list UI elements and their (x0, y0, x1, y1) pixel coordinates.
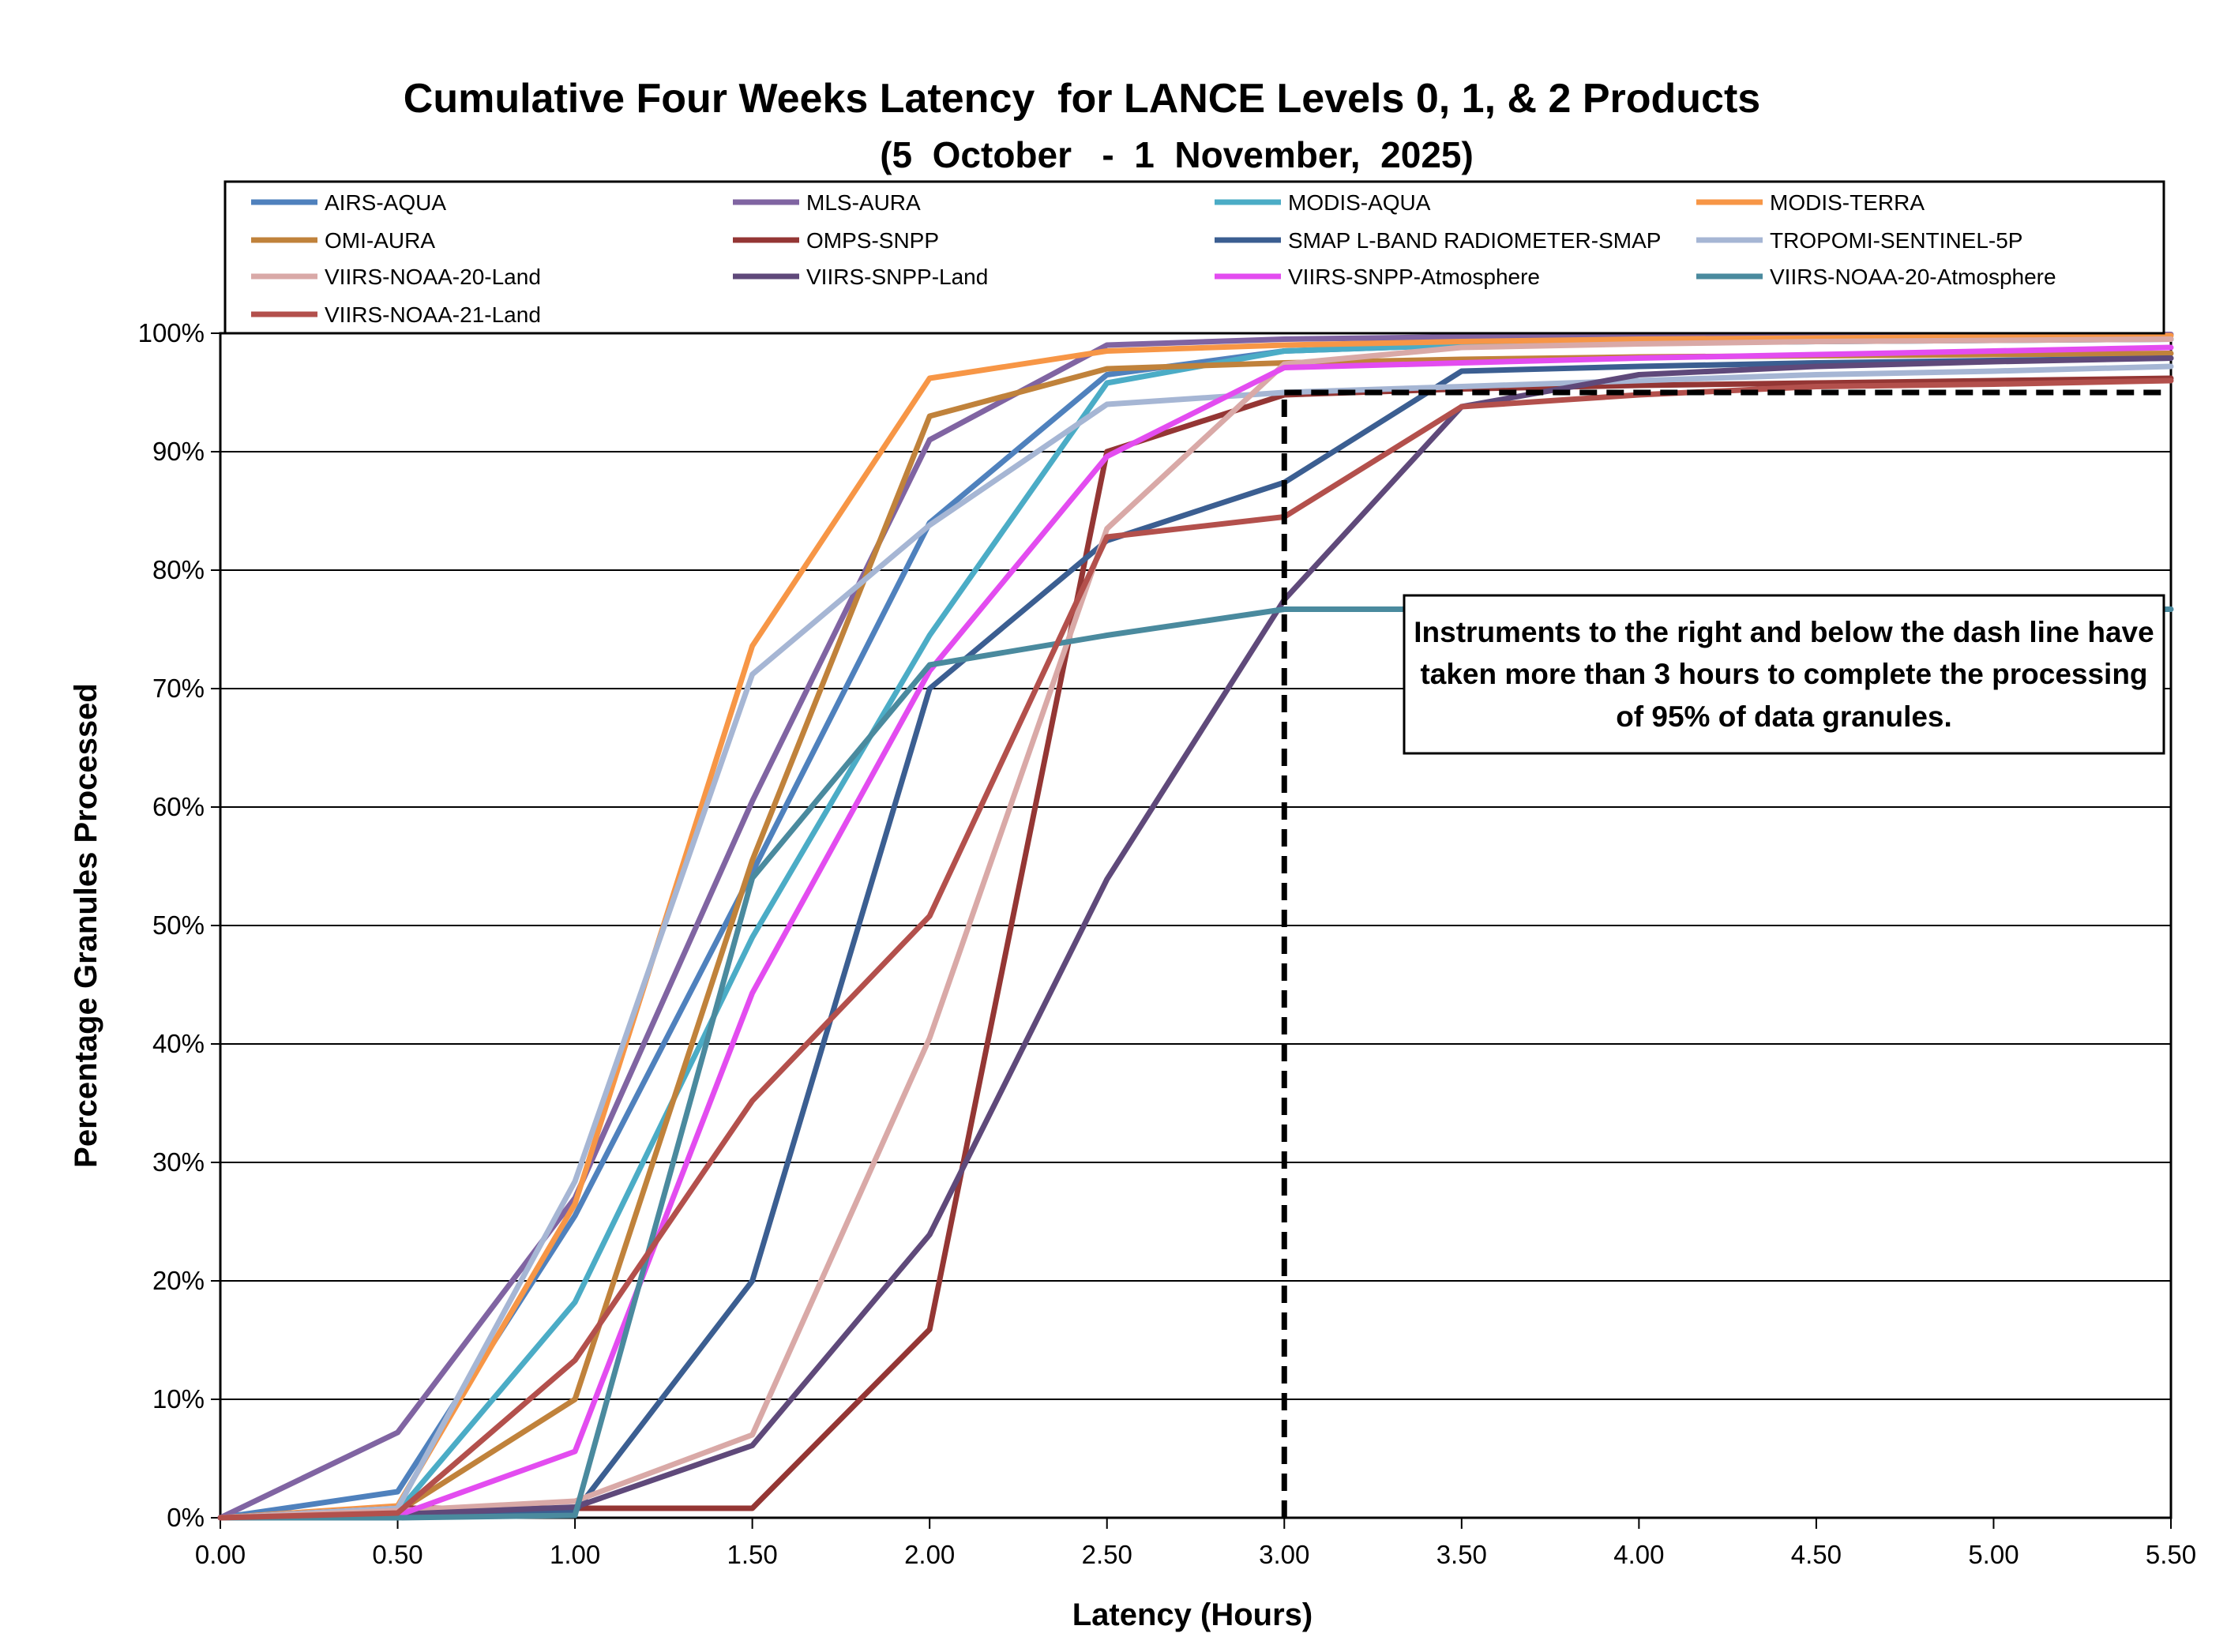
y-tick-label: 10% (152, 1384, 205, 1414)
legend-label-modis-terra: MODIS-TERRA (1770, 190, 1925, 215)
series-line-viirs-noaa-20-land (217, 336, 2174, 1521)
series-line-modis-aqua (217, 336, 2174, 1521)
axis-ticks: 0% 10% 20% 30% 40% 50% 60% 70% 80% 90% 100% 0.00 0.5… (138, 318, 2197, 1569)
legend-label-viirs-noaa-20-land: VIIRS-NOAA-20-Land (325, 265, 541, 289)
series-line-viirs-snpp-atmosphere (217, 344, 2174, 1521)
legend-label-tropomi-sentinel-5p: TROPOMI-SENTINEL-5P (1770, 228, 2022, 253)
legend-label-viirs-noaa-20-atmosphere: VIIRS-NOAA-20-Atmosphere (1770, 265, 2056, 289)
legend-label-airs-aqua: AIRS-AQUA (325, 190, 446, 215)
y-tick-label: 100% (138, 318, 205, 347)
chart-title: Cumulative Four Weeks Latency for LANCE … (404, 76, 1760, 122)
legend-label-mls-aura: MLS-AURA (806, 190, 921, 215)
series-line-airs-aqua (217, 336, 2174, 1521)
x-tick-label: 1.50 (727, 1540, 778, 1569)
legend-label-modis-aqua: MODIS-AQUA (1288, 190, 1431, 215)
x-tick-label: 0.50 (372, 1540, 422, 1569)
series-line-tropomi-sentinel-5p (217, 363, 2174, 1521)
y-tick-label: 90% (152, 437, 205, 466)
x-tick-label: 5.00 (1968, 1540, 2019, 1569)
y-axis-label: Percentage Granules Processed (69, 683, 103, 1168)
series-line-viirs-noaa-21-land (217, 377, 2174, 1521)
y-tick-label: 40% (152, 1029, 205, 1058)
x-tick-label: 3.00 (1259, 1540, 1309, 1569)
x-tick-label: 2.00 (904, 1540, 955, 1569)
legend-label-omps-snpp: OMPS-SNPP (806, 228, 939, 253)
x-axis-label: Latency (Hours) (1072, 1598, 1313, 1632)
legend: AIRS-AQUA MLS-AURA MODIS-AQUA MODIS-TERRA OM… (251, 190, 2056, 327)
legend-label-viirs-snpp-land: VIIRS-SNPP-Land (806, 265, 988, 289)
y-tick-label: 30% (152, 1147, 205, 1177)
legend-label-smap-l-band-radiometer-smap: SMAP L-BAND RADIOMETER-SMAP (1288, 228, 1661, 253)
legend-label-viirs-snpp-atmosphere: VIIRS-SNPP-Atmosphere (1288, 265, 1540, 289)
x-tick-label: 4.00 (1613, 1540, 1664, 1569)
y-tick-label: 0% (167, 1503, 205, 1532)
series-line-viirs-snpp-land (217, 355, 2174, 1521)
y-tick-label: 60% (152, 792, 205, 821)
x-tick-label: 2.50 (1082, 1540, 1132, 1569)
series-line-modis-terra (217, 332, 2174, 1521)
y-tick-label: 50% (152, 910, 205, 940)
chart-subtitle: (5 October - 1 November, 2025) (880, 134, 1474, 175)
legend-label-viirs-noaa-21-land: VIIRS-NOAA-21-Land (325, 302, 541, 327)
y-tick-label: 70% (152, 674, 205, 703)
annotation-frame (1403, 594, 2165, 755)
x-tick-label: 3.50 (1436, 1540, 1487, 1569)
series-line-omps-snpp (217, 375, 2174, 1521)
x-tick-label: 5.50 (2146, 1540, 2196, 1569)
legend-box (223, 180, 2165, 335)
legend-label-omi-aura: OMI-AURA (325, 228, 435, 253)
annotation-box: Instruments to the right and below the d… (1403, 594, 2165, 755)
x-tick-label: 4.50 (1791, 1540, 1842, 1569)
annotation-text: Instruments to the right and below the d… (1414, 615, 2154, 733)
series-line-smap-l-band-radiometer-smap (217, 355, 2174, 1521)
y-tick-label: 80% (152, 555, 205, 584)
y-tick-label: 20% (152, 1266, 205, 1295)
x-tick-label: 1.00 (550, 1540, 600, 1569)
series-lines (217, 332, 2174, 1521)
x-tick-label: 0.00 (195, 1540, 246, 1569)
